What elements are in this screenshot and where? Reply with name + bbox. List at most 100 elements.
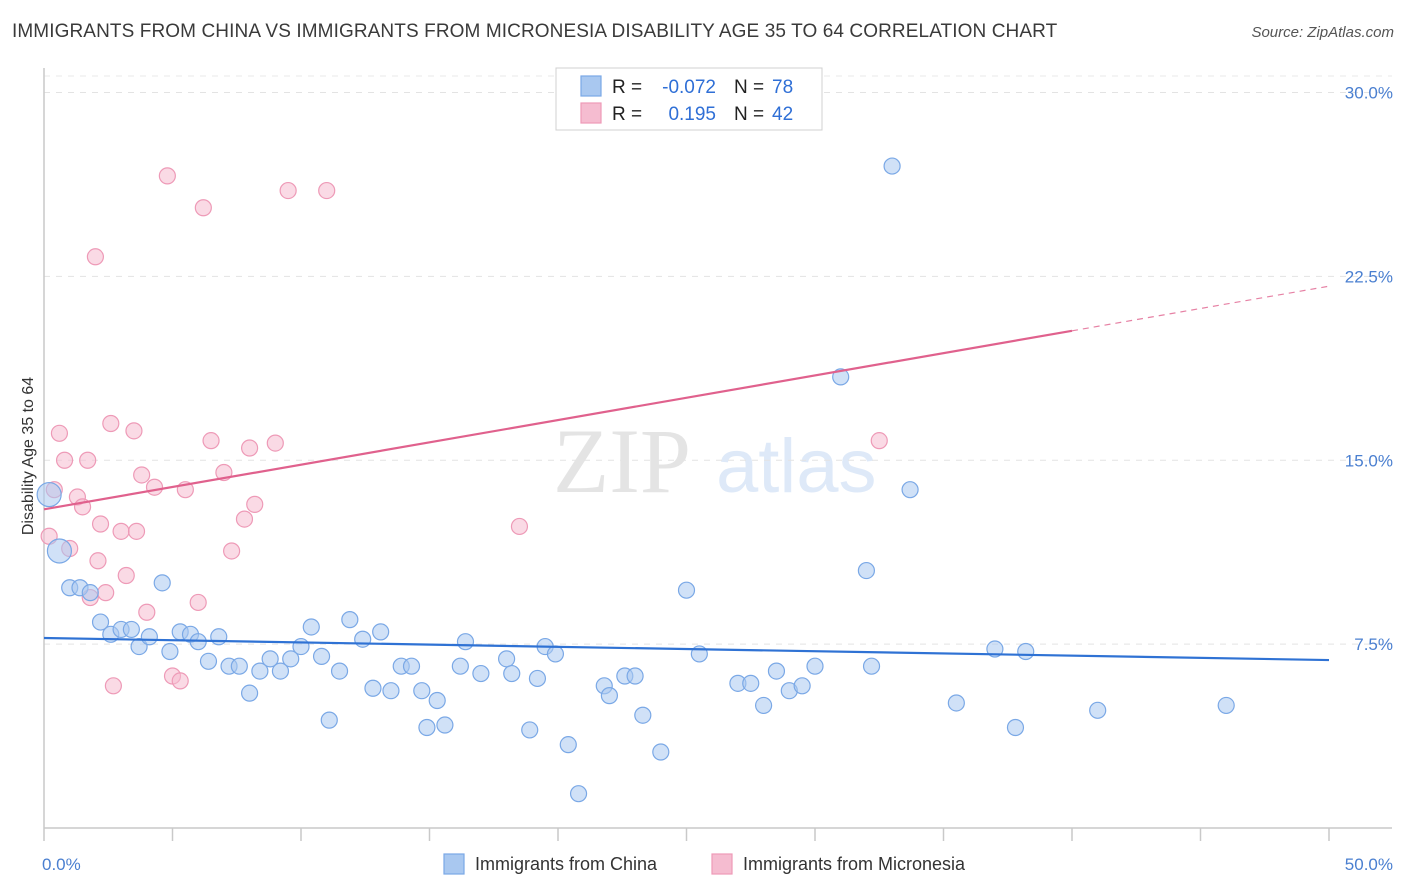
point-micronesia bbox=[91, 515, 110, 533]
point-china bbox=[282, 650, 300, 668]
point-china bbox=[46, 538, 73, 564]
point-china bbox=[742, 674, 760, 692]
point-china bbox=[312, 647, 331, 665]
axes bbox=[43, 68, 1392, 829]
point-china bbox=[302, 618, 320, 636]
point-china bbox=[456, 633, 475, 651]
point-micronesia bbox=[266, 434, 284, 452]
point-micronesia bbox=[89, 552, 107, 570]
legend-n-value-micronesia: 42 bbox=[772, 104, 793, 125]
gridlines bbox=[44, 75, 1392, 645]
bottom-legend-label-micronesia: Immigrants from Micronesia bbox=[743, 854, 966, 874]
point-china bbox=[793, 677, 811, 695]
point-china bbox=[546, 645, 565, 663]
legend-swatch-china bbox=[580, 75, 602, 97]
y-tick-label: 15.0% bbox=[1345, 451, 1393, 470]
legend-swatch-micronesia bbox=[580, 102, 602, 124]
top-legend: R = -0.072 N = 78 R = 0.195 N = 42 bbox=[555, 67, 823, 131]
point-china bbox=[153, 574, 171, 592]
point-china bbox=[451, 657, 469, 675]
watermark-atlas: atlas bbox=[716, 424, 877, 509]
point-china bbox=[341, 611, 359, 629]
points-china bbox=[36, 157, 1235, 803]
legend-n-label-micronesia: N = bbox=[734, 104, 764, 125]
x-tick-label-max: 50.0% bbox=[1345, 855, 1393, 874]
point-china bbox=[498, 650, 516, 668]
point-china bbox=[413, 682, 431, 700]
watermark-zip: ZIP bbox=[553, 410, 691, 512]
point-micronesia bbox=[235, 510, 254, 528]
point-china bbox=[354, 630, 372, 648]
point-micronesia bbox=[127, 522, 146, 540]
watermark: ZIP atlas bbox=[553, 410, 877, 512]
point-china bbox=[528, 669, 547, 688]
legend-n-label-china: N = bbox=[734, 77, 764, 98]
point-china bbox=[652, 743, 670, 761]
point-china bbox=[503, 664, 521, 683]
point-china bbox=[251, 662, 269, 680]
trend-line-micronesia bbox=[43, 329, 1073, 511]
point-china bbox=[330, 662, 349, 680]
bottom-legend-swatch-china bbox=[443, 853, 465, 875]
legend-r-label-micronesia: R = bbox=[612, 104, 642, 125]
point-micronesia bbox=[171, 672, 189, 690]
point-micronesia bbox=[112, 522, 130, 540]
point-china bbox=[521, 721, 539, 739]
point-micronesia bbox=[870, 432, 888, 450]
point-micronesia bbox=[138, 603, 156, 621]
point-china bbox=[600, 687, 619, 705]
point-china bbox=[428, 691, 446, 710]
y-axis-label: Disability Age 35 to 64 bbox=[20, 377, 37, 535]
legend-r-label-china: R = bbox=[612, 77, 642, 98]
bottom-legend-label-china: Immigrants from China bbox=[475, 854, 658, 874]
point-china bbox=[569, 785, 588, 803]
legend-n-value-china: 78 bbox=[772, 77, 793, 98]
point-micronesia bbox=[125, 422, 143, 440]
point-china bbox=[947, 694, 965, 712]
point-china bbox=[1006, 718, 1025, 737]
point-china bbox=[806, 657, 824, 675]
point-micronesia bbox=[79, 451, 97, 469]
point-china bbox=[199, 652, 218, 670]
point-china bbox=[364, 679, 382, 697]
point-china bbox=[857, 561, 876, 580]
point-china bbox=[122, 620, 140, 639]
point-micronesia bbox=[202, 432, 220, 450]
point-china bbox=[91, 613, 110, 631]
y-tick-labels: 7.5% 15.0% 22.5% 30.0% bbox=[1345, 84, 1393, 655]
point-micronesia bbox=[97, 584, 115, 602]
point-micronesia bbox=[318, 181, 336, 200]
point-china bbox=[986, 640, 1004, 658]
point-micronesia bbox=[189, 593, 207, 612]
point-china bbox=[559, 736, 577, 754]
point-china bbox=[626, 667, 644, 685]
legend-r-value-china: -0.072 bbox=[662, 77, 716, 98]
trend-line-china bbox=[43, 636, 1330, 662]
point-china bbox=[1017, 642, 1035, 661]
point-china bbox=[634, 706, 652, 724]
point-micronesia bbox=[55, 451, 74, 469]
point-china bbox=[320, 711, 338, 729]
trend-line-micronesia-extension bbox=[1071, 285, 1330, 332]
point-china bbox=[241, 684, 259, 702]
trend-lines bbox=[43, 285, 1330, 662]
point-micronesia bbox=[223, 542, 241, 560]
point-micronesia bbox=[279, 181, 297, 200]
point-china bbox=[140, 628, 158, 646]
x-tick-label-min: 0.0% bbox=[42, 855, 81, 874]
bottom-legend: Immigrants from China Immigrants from Mi… bbox=[443, 853, 966, 875]
point-china bbox=[161, 642, 179, 661]
point-china bbox=[862, 657, 881, 675]
point-china bbox=[382, 682, 400, 700]
point-micronesia bbox=[145, 478, 164, 496]
point-china bbox=[210, 628, 228, 646]
point-china bbox=[230, 657, 248, 675]
point-china bbox=[418, 718, 436, 737]
bottom-legend-swatch-micronesia bbox=[711, 853, 733, 875]
point-china bbox=[754, 696, 773, 715]
point-micronesia bbox=[104, 677, 122, 695]
point-china bbox=[901, 481, 919, 499]
point-china bbox=[36, 481, 62, 508]
point-china bbox=[261, 650, 279, 668]
